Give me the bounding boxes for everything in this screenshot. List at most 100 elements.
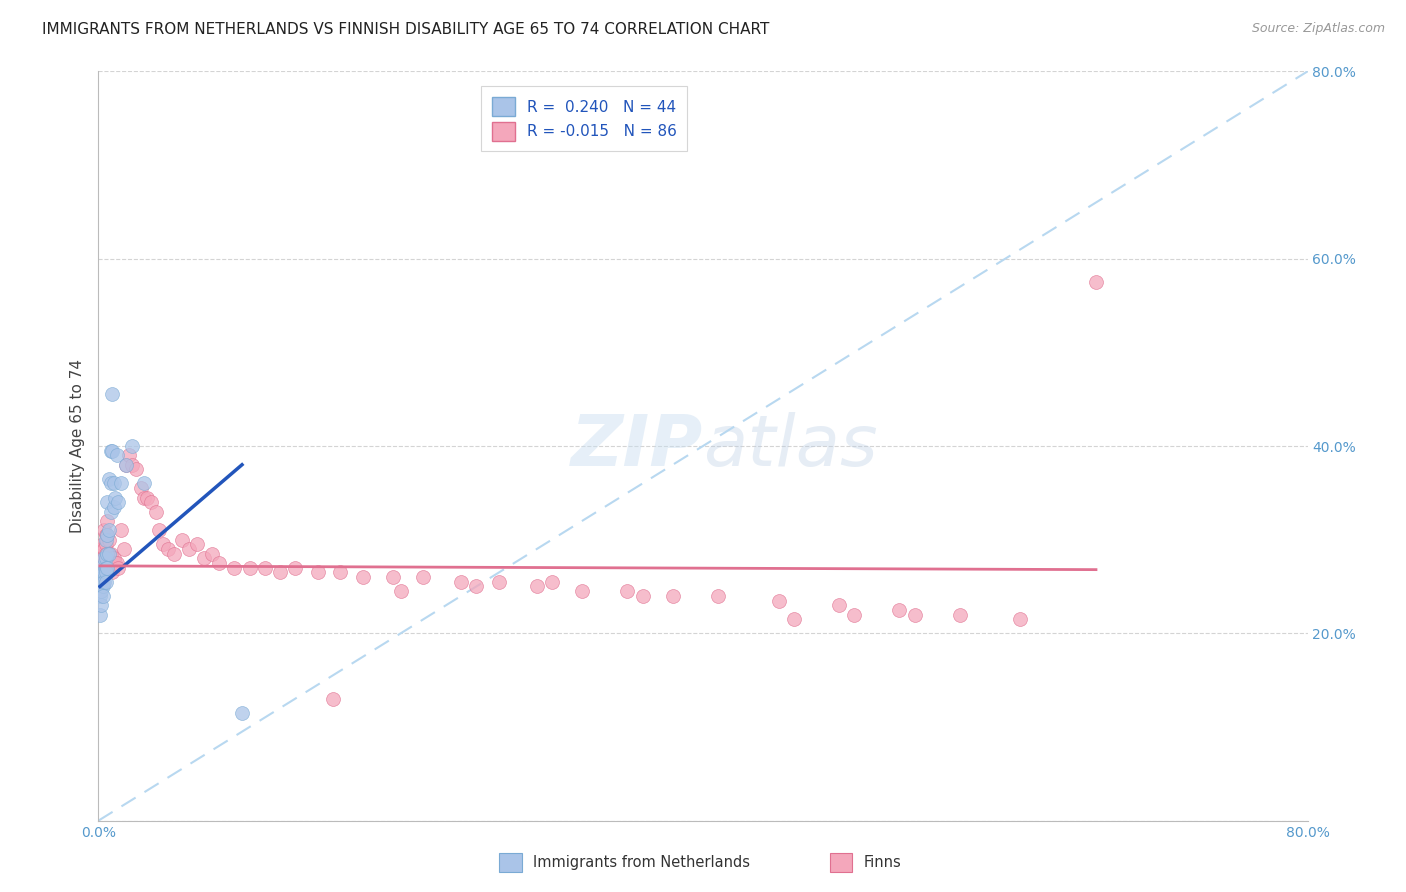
Point bbox=[94, 533, 117, 547]
Point bbox=[94, 561, 117, 575]
Point bbox=[93, 574, 115, 589]
Point bbox=[141, 495, 163, 509]
Point bbox=[631, 589, 654, 603]
Point bbox=[96, 528, 118, 542]
Text: atlas: atlas bbox=[703, 411, 877, 481]
Point bbox=[89, 561, 111, 575]
Y-axis label: Disability Age 65 to 74: Disability Age 65 to 74 bbox=[69, 359, 84, 533]
Point bbox=[269, 566, 291, 580]
Point bbox=[94, 537, 117, 551]
Point bbox=[193, 551, 215, 566]
Point bbox=[114, 458, 136, 472]
Point bbox=[91, 589, 114, 603]
Point bbox=[91, 551, 114, 566]
Point bbox=[90, 561, 112, 575]
Point bbox=[98, 533, 121, 547]
Point bbox=[89, 561, 111, 575]
Point bbox=[89, 589, 111, 603]
Point bbox=[96, 561, 118, 575]
Point bbox=[94, 551, 117, 566]
Point bbox=[352, 570, 374, 584]
Point bbox=[103, 551, 125, 566]
Point bbox=[90, 574, 112, 589]
Point bbox=[201, 547, 224, 561]
Point bbox=[90, 584, 112, 599]
Point bbox=[132, 491, 155, 505]
Point bbox=[889, 603, 911, 617]
Point bbox=[616, 584, 638, 599]
Point bbox=[90, 599, 112, 613]
Point bbox=[322, 692, 344, 706]
Point bbox=[93, 556, 115, 570]
Point bbox=[100, 476, 122, 491]
Point bbox=[783, 612, 806, 626]
Text: Immigrants from Netherlands: Immigrants from Netherlands bbox=[533, 855, 749, 870]
Point bbox=[152, 537, 174, 551]
Point bbox=[96, 514, 118, 528]
Point bbox=[89, 566, 111, 580]
Point bbox=[118, 449, 141, 463]
Point bbox=[121, 439, 143, 453]
Point bbox=[239, 561, 262, 575]
Point bbox=[98, 524, 121, 538]
Point bbox=[949, 607, 972, 622]
Point bbox=[94, 561, 117, 575]
Point bbox=[105, 556, 128, 570]
Point bbox=[98, 547, 121, 561]
Point bbox=[170, 533, 193, 547]
Point bbox=[94, 528, 117, 542]
Point bbox=[707, 589, 730, 603]
Point bbox=[148, 524, 170, 538]
Point bbox=[90, 570, 112, 584]
Point bbox=[104, 556, 127, 570]
Legend: R =  0.240   N = 44, R = -0.015   N = 86: R = 0.240 N = 44, R = -0.015 N = 86 bbox=[481, 87, 688, 152]
Point bbox=[465, 580, 488, 594]
Point bbox=[163, 547, 186, 561]
Point bbox=[93, 542, 115, 557]
Point bbox=[450, 574, 472, 589]
Point bbox=[125, 462, 148, 476]
Point bbox=[412, 570, 434, 584]
Point bbox=[94, 574, 117, 589]
Point bbox=[93, 524, 115, 538]
Point bbox=[90, 566, 112, 580]
Point bbox=[488, 574, 510, 589]
Point bbox=[93, 551, 115, 566]
Point bbox=[179, 542, 201, 557]
Text: ZIP: ZIP bbox=[571, 411, 703, 481]
Point bbox=[145, 505, 167, 519]
Point bbox=[90, 551, 112, 566]
Point bbox=[208, 556, 231, 570]
Point bbox=[98, 472, 121, 486]
Point bbox=[89, 570, 111, 584]
Point bbox=[103, 500, 125, 514]
Point bbox=[768, 593, 790, 607]
Point bbox=[904, 607, 927, 622]
Point bbox=[105, 449, 128, 463]
Point bbox=[129, 481, 152, 495]
Point bbox=[828, 599, 851, 613]
Point bbox=[382, 570, 405, 584]
Point bbox=[110, 476, 132, 491]
Point bbox=[91, 570, 114, 584]
Point bbox=[103, 476, 125, 491]
Point bbox=[114, 458, 136, 472]
Point bbox=[224, 561, 246, 575]
Point bbox=[329, 566, 352, 580]
Point bbox=[104, 491, 127, 505]
Point bbox=[132, 476, 155, 491]
Point bbox=[94, 566, 117, 580]
Point bbox=[101, 566, 124, 580]
Point bbox=[89, 574, 111, 589]
Point bbox=[121, 458, 143, 472]
Point bbox=[101, 551, 124, 566]
Point bbox=[307, 566, 329, 580]
Point bbox=[540, 574, 562, 589]
Point bbox=[100, 505, 122, 519]
Point bbox=[98, 547, 121, 561]
Point bbox=[110, 524, 132, 538]
Point bbox=[96, 547, 118, 561]
Point bbox=[96, 495, 118, 509]
Point bbox=[91, 537, 114, 551]
Text: Source: ZipAtlas.com: Source: ZipAtlas.com bbox=[1251, 22, 1385, 36]
